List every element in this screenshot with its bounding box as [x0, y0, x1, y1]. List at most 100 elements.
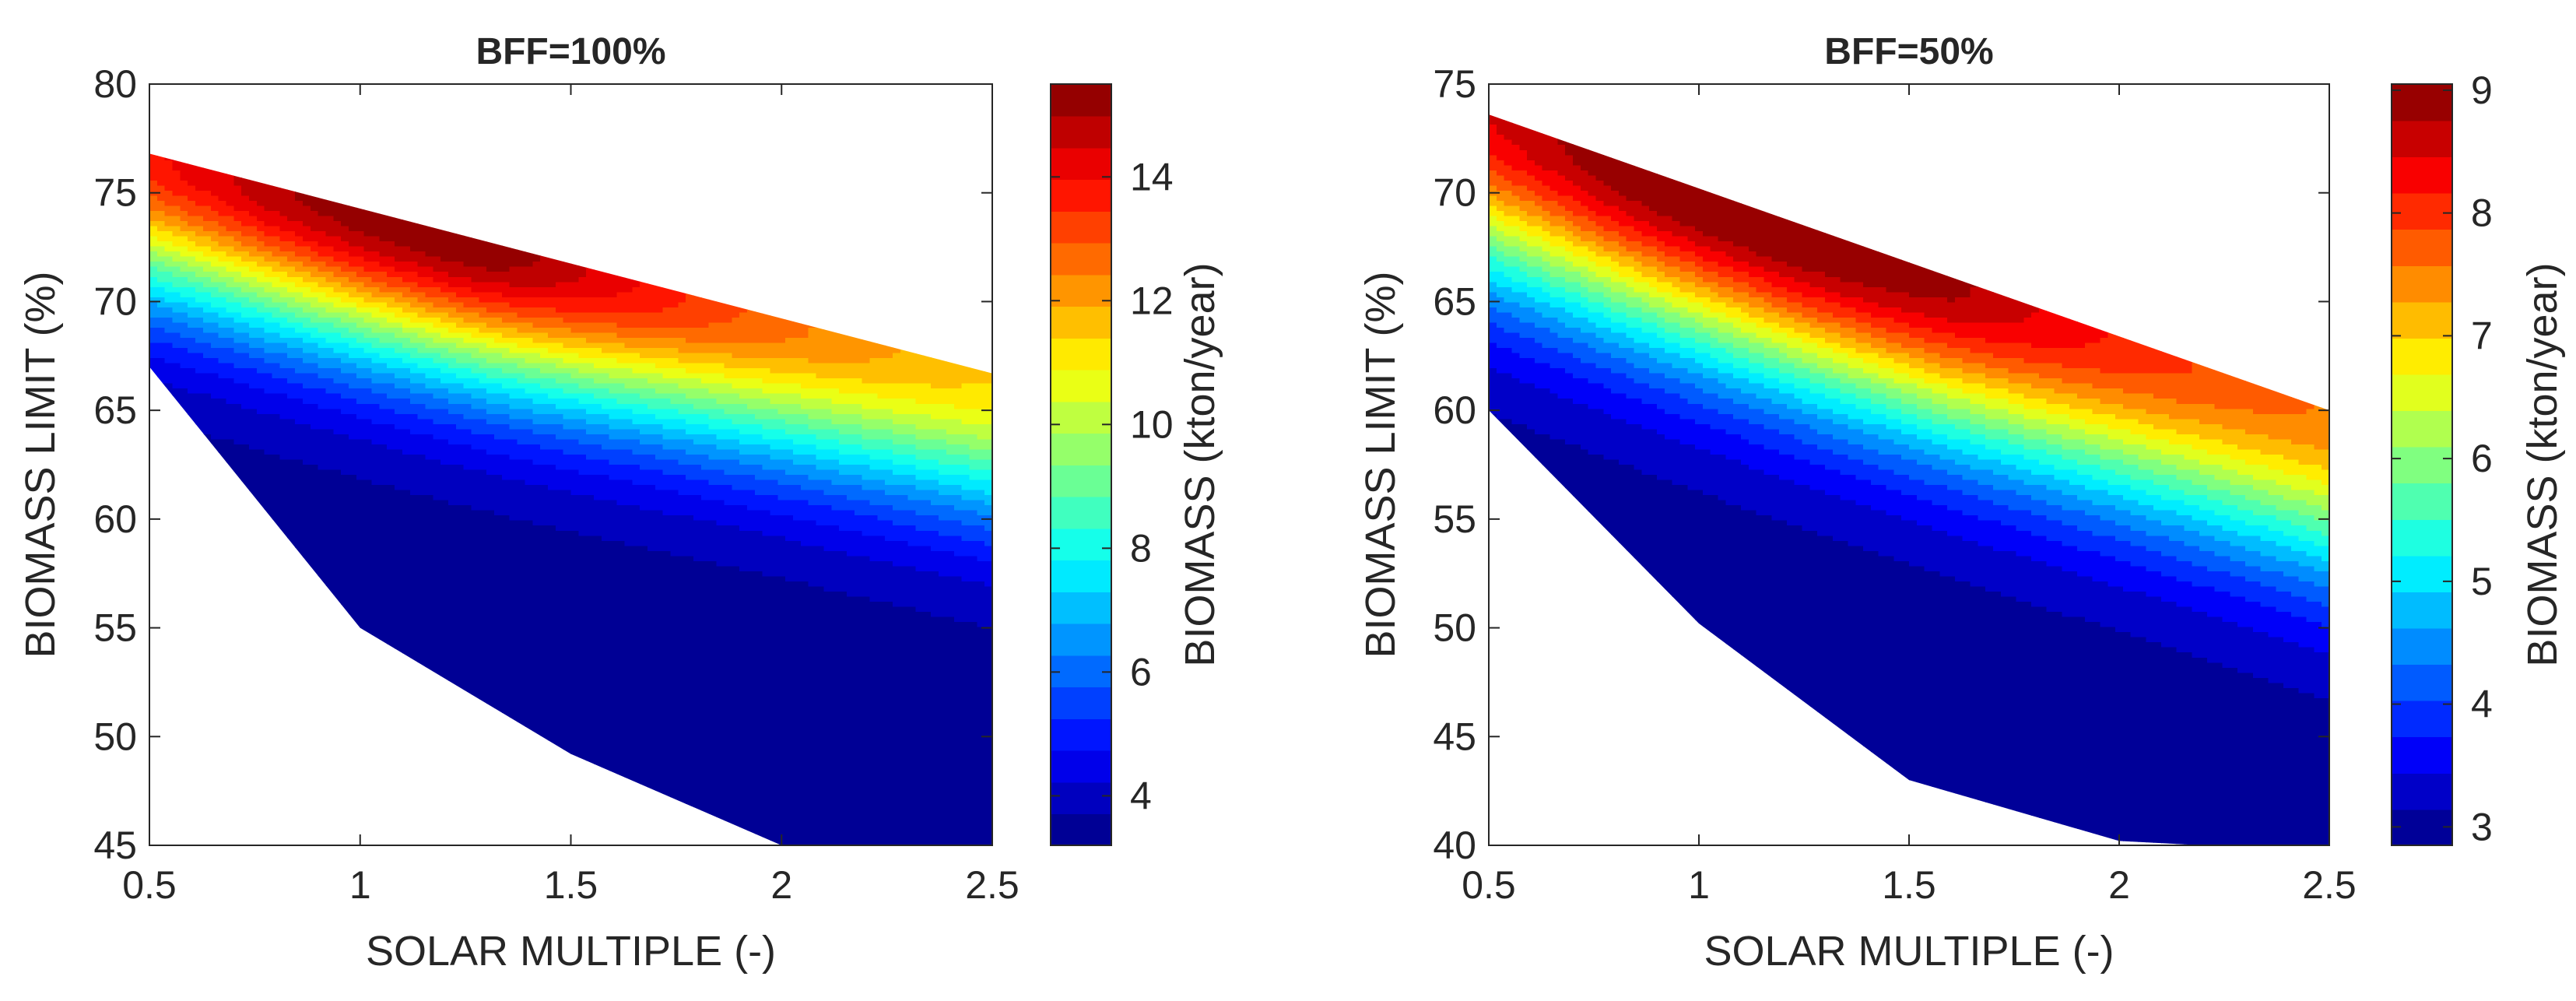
contour-band [188, 272, 196, 283]
contour-band [762, 429, 771, 441]
contour-band [348, 231, 357, 248]
contour-band [862, 596, 871, 846]
contour-band [1611, 393, 1620, 420]
contour-band [1901, 413, 1910, 425]
contour-band [302, 373, 311, 390]
contour-band [1947, 576, 1956, 806]
contour-band [900, 454, 909, 465]
contour-band [1840, 307, 1849, 318]
contour-band [1588, 302, 1597, 314]
contour-band [946, 495, 955, 507]
contour-band [471, 399, 480, 410]
contour-band [1809, 272, 1819, 288]
contour-band [202, 246, 212, 258]
contour-band [149, 153, 158, 181]
contour-band [1641, 302, 1651, 314]
contour-band [180, 256, 189, 263]
contour-band [172, 312, 181, 324]
contour-band [1786, 302, 1795, 314]
colorbar-tick-label: 9 [2471, 68, 2493, 112]
contour-band [1855, 322, 1864, 334]
contour-band [1588, 292, 1597, 304]
contour-band [846, 393, 855, 405]
contour-band [594, 475, 602, 501]
contour-band [624, 546, 633, 791]
contour-band [387, 322, 395, 328]
contour-band [670, 449, 679, 461]
contour-band [433, 256, 442, 273]
contour-band [494, 475, 503, 517]
contour-band [1886, 556, 1895, 781]
contour-band [287, 368, 296, 385]
contour-band [2314, 652, 2323, 699]
contour-band [686, 454, 694, 465]
contour-band [2199, 449, 2208, 465]
contour-band [2115, 449, 2124, 461]
contour-band [662, 550, 672, 811]
contour-band [678, 368, 687, 380]
contour-band [248, 338, 258, 349]
contour-band [149, 302, 158, 318]
contour-band [2283, 536, 2292, 547]
contour-band [739, 312, 748, 344]
contour-band [2230, 495, 2239, 507]
contour-band [2237, 459, 2246, 476]
contour-band [831, 449, 840, 461]
contour-band [341, 353, 349, 364]
contour-band [195, 393, 204, 435]
contour-band [640, 327, 648, 339]
contour-band [846, 475, 855, 486]
contour-band [2069, 419, 2078, 430]
contour-band [333, 312, 342, 318]
contour-band [172, 292, 181, 304]
contour-band [1932, 332, 1941, 344]
contour-band [1809, 383, 1819, 395]
contour-band [578, 297, 588, 314]
contour-band [1618, 393, 1627, 420]
contour-band [732, 403, 740, 415]
contour-band [1748, 469, 1757, 511]
contour-band [210, 439, 219, 461]
contour-band [862, 383, 871, 395]
contour-band [2054, 413, 2063, 425]
contour-band [501, 393, 511, 405]
contour-band [2092, 399, 2101, 415]
contour-band [1649, 358, 1658, 374]
contour-band [1970, 586, 1979, 811]
contour-band [156, 241, 166, 248]
contour-band [210, 272, 219, 283]
contour-band [2077, 500, 2086, 511]
contour-band [969, 581, 978, 623]
contour-band [1870, 363, 1879, 374]
contour-band [2100, 338, 2109, 374]
contour-band [2322, 571, 2329, 588]
contour-band [885, 449, 893, 461]
contour-band [1664, 165, 1673, 217]
contour-band [479, 338, 488, 344]
contour-band [686, 403, 694, 415]
contour-band [839, 485, 848, 497]
contour-band [1741, 358, 1750, 370]
contour-band [1756, 515, 1765, 684]
contour-band [547, 338, 556, 344]
contour-band [547, 465, 556, 491]
contour-band [946, 536, 955, 552]
contour-band [647, 312, 656, 328]
contour-band [402, 332, 411, 339]
contour-band [839, 434, 848, 445]
contour-band [272, 226, 281, 237]
contour-band [517, 429, 526, 445]
contour-band [662, 409, 672, 420]
contour-band [800, 500, 809, 522]
contour-band [1794, 399, 1803, 410]
contour-band [2314, 586, 2323, 602]
contour-band [2214, 525, 2223, 542]
contour-band [754, 378, 763, 390]
contour-band [486, 423, 495, 435]
contour-band [839, 550, 848, 592]
contour-band [202, 332, 212, 344]
contour-band [900, 566, 909, 608]
contour-band [939, 576, 947, 618]
contour-band [264, 363, 273, 374]
